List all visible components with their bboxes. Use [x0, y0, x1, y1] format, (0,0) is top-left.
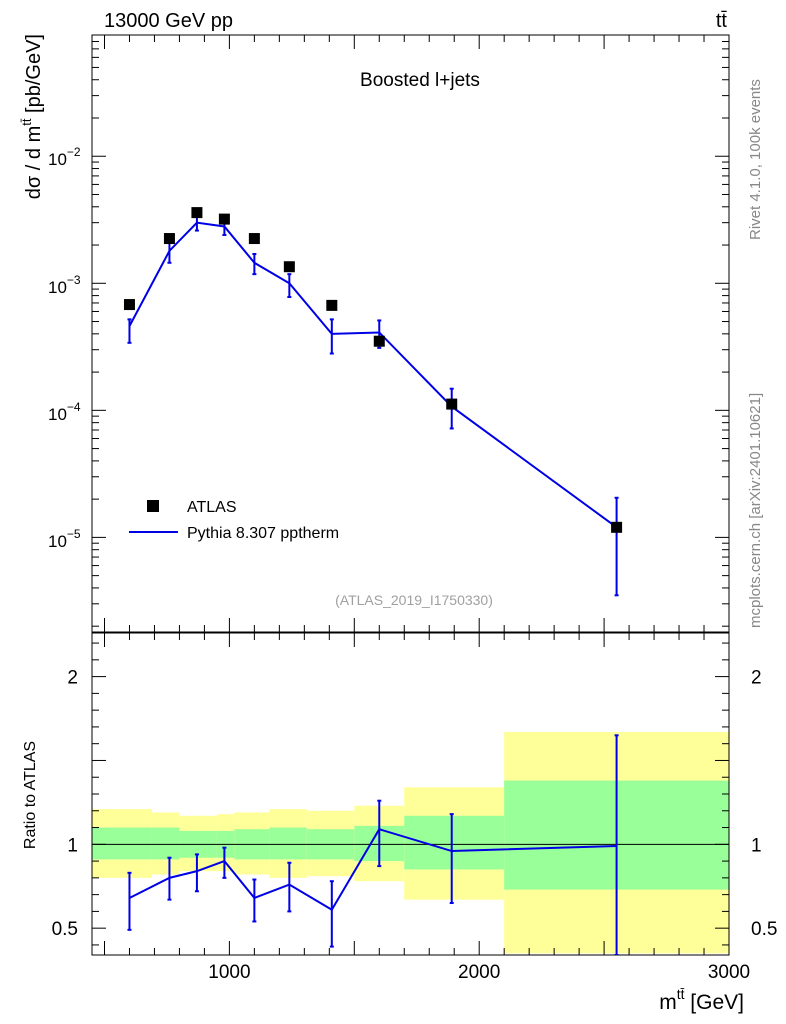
- collision-energy-label: 13000 GeV pp: [104, 10, 233, 32]
- y-tick-label-1e-5: 10−5: [48, 527, 81, 551]
- y-tick-label-1e-4: 10−4: [48, 400, 81, 424]
- band-inner: [269, 827, 307, 860]
- ratio-y-axis-label: Ratio to ATLAS: [22, 741, 39, 849]
- legend: ATLAS Pythia 8.307 pptherm: [129, 499, 339, 542]
- main-plot-frame: [91, 34, 730, 633]
- data-point: [123, 299, 135, 311]
- data-point: [446, 398, 458, 410]
- main-y-axis-label: dσ / d mtt̄ [pb/GeV]: [19, 34, 45, 199]
- x-tick-labels: 1000 2000 3000: [208, 962, 750, 983]
- axis-ticks: [92, 34, 730, 955]
- y-tick-label-1e-3: 10−3: [48, 273, 81, 297]
- ratio-y-tick-label-right: 0.5: [751, 919, 777, 940]
- legend-label-data: ATLAS: [187, 499, 237, 516]
- x-tick-label: 3000: [708, 962, 750, 983]
- legend-label-mc: Pythia 8.307 pptherm: [187, 525, 339, 542]
- ratio-line: [129, 828, 617, 912]
- data-point: [326, 299, 338, 311]
- ratio-series: [127, 734, 619, 955]
- x-axis-label: mtt̄ [GeV]: [659, 986, 744, 1014]
- legend-data-marker: [147, 500, 159, 512]
- mc-line: [128, 221, 618, 529]
- uncertainty-bands: [92, 731, 729, 954]
- main-y-tick-labels: 10−2 10−3 10−4 10−5: [48, 145, 81, 551]
- band-inner: [151, 827, 180, 860]
- ratio-y-tick-label-right: 2: [751, 668, 762, 689]
- data-point: [283, 261, 295, 273]
- mcplots-label: mcplots.cern.ch [arXiv:2401.10621]: [747, 393, 764, 628]
- data-point: [248, 233, 260, 245]
- ratio-y-tick-label: 2: [67, 668, 78, 689]
- ratio-y-tick-label: 1: [67, 835, 78, 856]
- data-point: [611, 521, 623, 533]
- x-tick-label: 1000: [208, 962, 250, 983]
- data-point: [218, 213, 230, 225]
- process-label: tt̄: [716, 10, 728, 32]
- data-point: [191, 207, 203, 219]
- band-inner: [92, 827, 152, 860]
- ratio-y-tick-labels: 0.5 0.5 1 1 2 2: [52, 668, 778, 941]
- ratio-y-tick-label: 0.5: [52, 919, 78, 940]
- rivet-version-label: Rivet 4.1.0, 100k events: [747, 79, 764, 240]
- band-inner: [404, 815, 505, 870]
- plot-title: Boosted l+jets: [360, 70, 480, 91]
- data-point: [373, 335, 385, 347]
- data-point: [163, 233, 175, 245]
- analysis-id-label: (ATLAS_2019_I1750330): [335, 592, 493, 608]
- y-tick-label-1e-2: 10−2: [48, 145, 81, 169]
- x-tick-label: 2000: [458, 962, 500, 983]
- main-series: [123, 207, 623, 597]
- ratio-y-tick-label-right: 1: [751, 835, 762, 856]
